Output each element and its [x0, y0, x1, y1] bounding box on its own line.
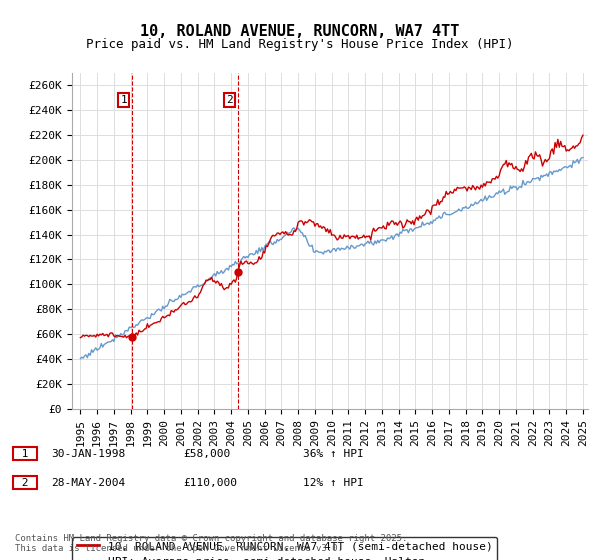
Text: 2: 2 [15, 478, 35, 488]
Text: £110,000: £110,000 [183, 478, 237, 488]
Text: 2: 2 [226, 95, 233, 105]
Text: 10, ROLAND AVENUE, RUNCORN, WA7 4TT: 10, ROLAND AVENUE, RUNCORN, WA7 4TT [140, 24, 460, 39]
Legend: 10, ROLAND AVENUE, RUNCORN, WA7 4TT (semi-detached house), HPI: Average price, s: 10, ROLAND AVENUE, RUNCORN, WA7 4TT (sem… [73, 537, 497, 560]
Text: £58,000: £58,000 [183, 449, 230, 459]
Text: 28-MAY-2004: 28-MAY-2004 [51, 478, 125, 488]
Text: Contains HM Land Registry data © Crown copyright and database right 2025.
This d: Contains HM Land Registry data © Crown c… [15, 534, 407, 553]
Text: 1: 1 [15, 449, 35, 459]
Text: 12% ↑ HPI: 12% ↑ HPI [303, 478, 364, 488]
Text: 36% ↑ HPI: 36% ↑ HPI [303, 449, 364, 459]
Text: 1: 1 [120, 95, 127, 105]
Text: Price paid vs. HM Land Registry's House Price Index (HPI): Price paid vs. HM Land Registry's House … [86, 38, 514, 51]
Text: 30-JAN-1998: 30-JAN-1998 [51, 449, 125, 459]
